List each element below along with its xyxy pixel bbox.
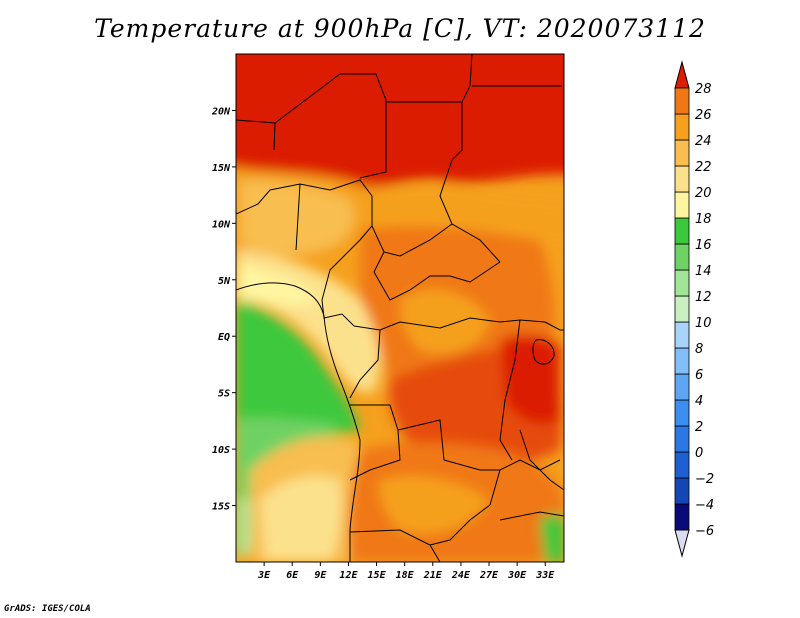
x-tick-label: 6E	[286, 570, 299, 581]
field-sahara-hot	[236, 54, 564, 188]
lake-victoria	[532, 339, 555, 365]
country-borders	[236, 54, 564, 562]
x-tick-label: 21E	[423, 570, 443, 581]
colorbar-swatch	[674, 113, 690, 141]
y-tick-label: 15S	[212, 502, 230, 513]
border-line	[499, 319, 521, 461]
colorbar-swatch	[674, 139, 690, 167]
border-line	[371, 223, 453, 257]
colorbar-label: 24	[695, 134, 712, 149]
border-line	[349, 329, 381, 399]
colorbar-label: 12	[695, 290, 712, 305]
colorbar-label: 10	[695, 316, 712, 331]
colorbar-swatch	[674, 87, 690, 115]
colorbar-swatch	[674, 425, 690, 453]
border-line	[519, 319, 564, 331]
colorbar-swatch	[674, 399, 690, 427]
colorbar-swatch	[674, 373, 690, 401]
colorbar-min-arrow	[674, 529, 690, 558]
x-tick-label: 18E	[396, 570, 415, 581]
colorbar-label: 6	[695, 368, 703, 383]
border-line	[273, 122, 276, 151]
border-line	[349, 529, 441, 562]
border-line	[439, 159, 501, 263]
border-line	[321, 299, 355, 327]
colorbar-label: 14	[695, 264, 712, 279]
field-sahel-cooler	[240, 180, 355, 257]
field-southwest-pale	[260, 476, 342, 562]
colorbar-label: −2	[695, 472, 714, 487]
border-line	[429, 469, 501, 546]
colorbar-label: 26	[695, 108, 712, 123]
x-tick-label: 27E	[479, 570, 499, 581]
x-tick-label: 12E	[339, 570, 358, 581]
x-tick-label: 30E	[507, 570, 527, 581]
colorbar-label: 20	[695, 186, 712, 201]
border-line	[295, 183, 301, 251]
border-line	[451, 102, 463, 161]
colorbar-label: 28	[695, 82, 712, 97]
x-tick-label: 33E	[535, 570, 555, 581]
border-line	[519, 429, 564, 491]
map-axes: 3E 6E 9E 12E 15E 18E 21E 24E 27E 30E 33E 20N 15N 10N 5…	[211, 106, 555, 581]
colorbar-swatch	[674, 321, 690, 349]
x-tick-label: 15E	[368, 570, 387, 581]
colorbar-label: 2	[695, 420, 703, 435]
border-line	[386, 54, 473, 103]
y-tick-label: 10N	[212, 219, 231, 230]
border-line	[373, 251, 501, 301]
colorbar-swatch	[674, 217, 690, 245]
colorbar-swatch	[674, 269, 690, 297]
y-tick-label: 10S	[212, 445, 230, 456]
border-line	[349, 429, 401, 481]
y-tick-label: 20N	[211, 106, 231, 117]
colorbar-swatch	[674, 347, 690, 375]
field-atlantic-green	[236, 300, 360, 450]
chart-title: Temperature at 900hPa [C], VT: 202007311…	[94, 14, 706, 43]
colorbar-swatch	[674, 165, 690, 193]
x-tick-label: 9E	[314, 570, 327, 581]
coastline	[236, 282, 361, 562]
colorbar-max-arrow	[674, 60, 690, 89]
map-frame	[235, 53, 565, 563]
grads-credit: GrADS: IGES/COLA	[4, 604, 91, 614]
field-coast-pale	[236, 265, 320, 306]
y-tick-label: 15N	[212, 163, 231, 174]
y-tick-label: EQ	[218, 332, 230, 343]
colorbar-swatch	[674, 243, 690, 271]
colorbar-swatch	[674, 191, 690, 219]
field-south-lighter	[379, 476, 490, 534]
x-tick-label: 24E	[451, 570, 471, 581]
colorbar-swatch	[674, 477, 690, 505]
border-line	[236, 179, 373, 241]
border-line	[499, 511, 564, 521]
colorbar-label: 18	[695, 212, 712, 227]
colorbar-swatch	[674, 295, 690, 323]
colorbar-label: −6	[695, 524, 714, 539]
border-line	[321, 239, 361, 301]
colorbar-swatch	[674, 451, 690, 479]
colorbar-swatch	[674, 503, 690, 531]
colorbar-label: 22	[695, 160, 712, 175]
y-tick-label: 5N	[218, 276, 231, 287]
colorbar-label: 16	[695, 238, 712, 253]
colorbar-label: 0	[695, 446, 703, 461]
field-interior-lighter	[400, 289, 490, 354]
y-tick-label: 5S	[218, 389, 230, 400]
x-tick-label: 3E	[257, 570, 271, 581]
colorbar-label: 8	[695, 342, 703, 357]
temperature-field	[236, 54, 564, 562]
colorbar-label: −4	[695, 498, 714, 513]
field-mozambique-green	[540, 514, 564, 562]
border-line	[443, 459, 561, 471]
colorbar-label: 4	[695, 394, 703, 409]
